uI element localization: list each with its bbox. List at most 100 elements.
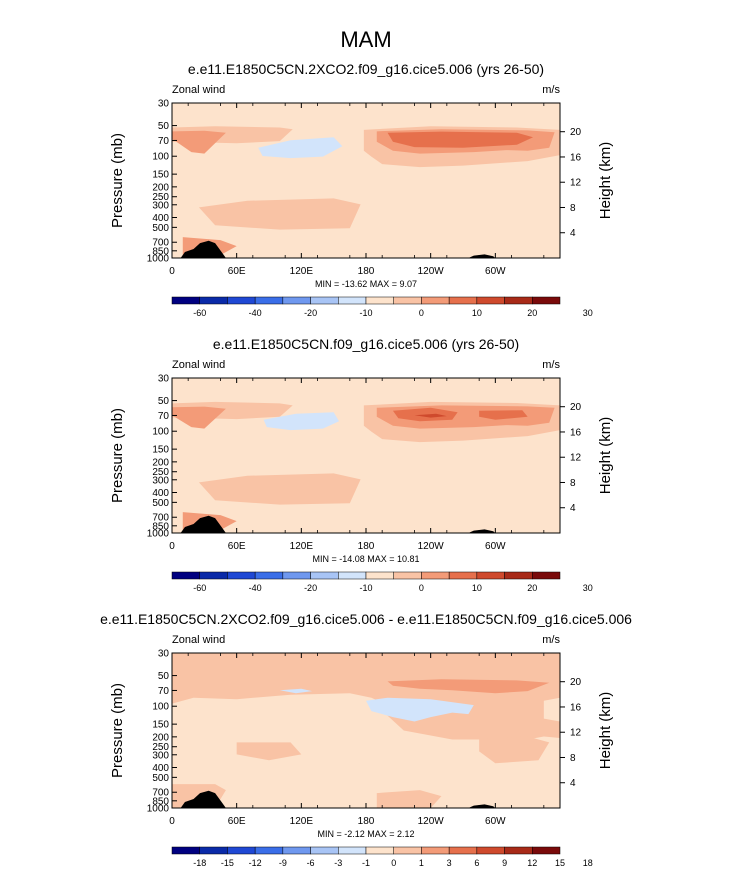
colorbar-box-12 — [504, 571, 533, 580]
colorbar-label: -1 — [362, 858, 370, 868]
colorbar-label: 12 — [527, 858, 537, 868]
contour-region-5 — [479, 736, 550, 764]
colorbar-box-7 — [365, 571, 394, 580]
plot-clip — [172, 653, 560, 808]
topography — [180, 515, 496, 533]
height-tick-label: 16 — [570, 702, 582, 713]
x-tick-label: 60E — [228, 266, 246, 277]
y-tick-label: 200 — [152, 732, 169, 743]
colorbar-box-5 — [310, 571, 339, 580]
contour-region-7 — [258, 137, 343, 159]
contour-region-1 — [172, 130, 226, 154]
height-tick-label: 12 — [570, 178, 582, 189]
y-tick-label: 700 — [152, 788, 169, 799]
contour-region-1 — [543, 697, 560, 722]
colorbar-box-9 — [421, 296, 450, 305]
colorbar-label: -60 — [193, 308, 206, 318]
height-axis: 20 16 12 8 4 — [560, 677, 582, 789]
height-tick-label: 16 — [570, 152, 582, 163]
colorbar-label: 1 — [419, 858, 424, 868]
height-tick-label: 8 — [570, 753, 576, 764]
plot-area: 0 60E 120E 180 120W 60W 30 50 70 100 150200250300… — [109, 374, 614, 565]
y-tick-label: 300 — [152, 475, 169, 486]
x-tick-label: 0 — [169, 266, 175, 277]
colorbar-label: 3 — [447, 858, 452, 868]
colorbar-box-11 — [476, 571, 505, 580]
colorbar: -60 -40 -20 -10 0 10 20 30 — [171, 296, 593, 318]
y-tick-label: 500 — [152, 223, 169, 234]
y-tick-label: 300 — [152, 200, 169, 211]
contour-region-9 — [263, 412, 340, 431]
colorbar-box-4 — [282, 571, 311, 580]
contour-layer — [172, 378, 560, 533]
colorbar-label: -40 — [249, 583, 262, 593]
colorbar-box-10 — [448, 846, 478, 855]
topography-secondary — [468, 254, 496, 258]
contour-region-8 — [279, 688, 313, 694]
colorbar: -60 -40 -20 -10 0 10 20 30 — [171, 571, 593, 593]
contour-layer — [172, 103, 560, 258]
y-tick-label: 50 — [158, 671, 170, 682]
colorbar-box-0 — [171, 296, 200, 305]
colorbar-box-5 — [310, 846, 339, 855]
y-tick-label: 850 — [152, 246, 169, 257]
x-axis: 0 60E 120E 180 120W 60W — [169, 378, 545, 552]
colorbar-label: 0 — [419, 308, 424, 318]
colorbar-box-13 — [532, 571, 561, 580]
contour-region-4 — [392, 407, 458, 422]
contour-region-6 — [387, 679, 550, 694]
y-tick-label: 400 — [152, 488, 169, 499]
colorbar-box-6 — [338, 296, 367, 305]
colorbar-label: 18 — [583, 858, 593, 868]
colorbar-label: 0 — [391, 858, 396, 868]
y-tick-label: 400 — [152, 763, 169, 774]
topography — [180, 240, 496, 258]
colorbar-box-4 — [282, 846, 311, 855]
contour-background — [172, 103, 560, 258]
colorbar-box-3 — [254, 296, 284, 305]
colorbar-box-12 — [504, 846, 533, 855]
variable-label: Zonal wind — [172, 634, 225, 646]
height-tick-label: 8 — [570, 203, 576, 214]
topography-secondary — [468, 804, 496, 808]
colorbar-box-3 — [254, 571, 284, 580]
colorbar-label: 10 — [472, 308, 482, 318]
contour-region-1 — [172, 406, 226, 429]
plot-clip — [172, 378, 560, 533]
x-tick-label: 120W — [418, 541, 445, 552]
contour-region-0 — [172, 693, 560, 808]
x-tick-label: 120E — [290, 541, 314, 552]
colorbar-box-11 — [476, 296, 505, 305]
contour-background — [172, 378, 560, 533]
panel-1: e.e11.E1850C5CN.2XCO2.f09_g16.cice5.006 … — [109, 61, 614, 318]
colorbar-label: -20 — [304, 583, 317, 593]
x-axis: 0 60E 120E 180 120W 60W — [169, 653, 545, 827]
colorbar-box-5 — [310, 296, 339, 305]
units-label: m/s — [542, 634, 560, 646]
height-tick-label: 4 — [570, 228, 576, 239]
contour-region-7 — [366, 697, 474, 722]
colorbar-box-8 — [393, 296, 422, 305]
height-axis: 20 16 12 8 4 — [560, 127, 582, 239]
colorbar-label: -3 — [334, 858, 342, 868]
colorbar-box-7 — [365, 846, 394, 855]
x-tick-label: 0 — [169, 816, 175, 827]
plot-area: 0 60E 120E 180 120W 60W 30 50 70 100 150200250300… — [109, 649, 614, 840]
contour-region-4 — [387, 131, 534, 148]
colorbar-box-8 — [393, 846, 422, 855]
colorbar-box-7 — [365, 296, 394, 305]
x-tick-label: 60E — [228, 816, 246, 827]
x-tick-label: 60W — [485, 541, 506, 552]
y-tick-label: 850 — [152, 796, 169, 807]
colorbar-label: -18 — [193, 858, 206, 868]
contour-region-4 — [376, 790, 442, 808]
figure-title: MAM — [340, 27, 391, 52]
colorbar-box-10 — [448, 571, 478, 580]
topography-secondary — [468, 529, 496, 533]
y-tick-label: 1000 — [147, 804, 170, 815]
colorbar-label: -10 — [359, 308, 372, 318]
y-tick-label: 250 — [152, 467, 169, 478]
colorbar-label: 15 — [555, 858, 565, 868]
x-tick-label: 120E — [290, 266, 314, 277]
